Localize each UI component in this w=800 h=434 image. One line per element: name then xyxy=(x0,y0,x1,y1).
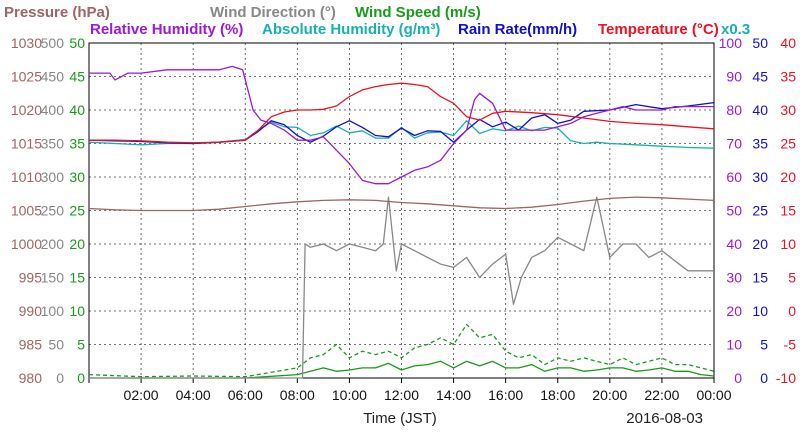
x-tick-label: 14:00 xyxy=(436,387,471,403)
y-tick-label: 985 xyxy=(19,337,43,353)
x-tick-label: 04:00 xyxy=(176,387,211,403)
series-group xyxy=(88,65,715,379)
y-tick-label: -5 xyxy=(784,337,797,353)
y-tick-label: 70 xyxy=(726,136,742,152)
y-tick-label: 1005 xyxy=(11,203,42,219)
y-tick-label: 100 xyxy=(719,35,743,51)
legend-item: Pressure (hPa) xyxy=(4,4,110,21)
y-tick-label: 1010 xyxy=(11,169,42,185)
y-tick-label: 0 xyxy=(788,303,796,319)
y-tick-label: 15 xyxy=(69,270,85,286)
date-label: 2016-08-03 xyxy=(626,410,703,427)
y-tick-label: 10 xyxy=(69,303,85,319)
y-tick-label: 15 xyxy=(780,203,796,219)
x-tick-label: 08:00 xyxy=(280,387,315,403)
y-tick-label: 30 xyxy=(752,169,768,185)
y-tick-label: 20 xyxy=(726,303,742,319)
y-tick-label: 500 xyxy=(41,35,65,51)
y-tick-label: 995 xyxy=(19,270,43,286)
y-tick-label: 250 xyxy=(41,203,65,219)
x-tick-label: 16:00 xyxy=(488,387,523,403)
x-tick-label: 06:00 xyxy=(228,387,263,403)
legend: Pressure (hPa) Wind Direction (°) Wind Spe… xyxy=(4,4,750,38)
y-tick-label: 90 xyxy=(726,69,742,85)
y-tick-label: 1020 xyxy=(11,102,42,118)
y-tick-label: 35 xyxy=(752,136,768,152)
x-tick-label: 22:00 xyxy=(644,387,679,403)
y-tick-label: 40 xyxy=(752,102,768,118)
y-tick-label: 0 xyxy=(77,370,85,386)
series-line xyxy=(88,323,715,378)
y-tick-label: 1030 xyxy=(11,35,42,51)
y-tick-label: 50 xyxy=(69,35,85,51)
y-tick-label: 980 xyxy=(19,370,43,386)
x-tick-label: 00:00 xyxy=(696,387,731,403)
y-tick-label: 50 xyxy=(752,35,768,51)
legend-item: x0.3 xyxy=(721,21,750,38)
y-tick-label: 10 xyxy=(726,337,742,353)
y-tick-label: 30 xyxy=(780,102,796,118)
legend-item: Wind Speed (m/s) xyxy=(355,4,481,21)
y-tick-label: 1000 xyxy=(11,236,42,252)
y-tick-label: 450 xyxy=(41,69,65,85)
axes: 1030102510201015101010051000995990985980… xyxy=(11,35,796,403)
y-tick-label: 80 xyxy=(726,102,742,118)
y-tick-label: -10 xyxy=(776,370,796,386)
y-tick-label: 400 xyxy=(41,102,65,118)
y-tick-label: 5 xyxy=(77,337,85,353)
y-tick-label: 20 xyxy=(752,236,768,252)
y-tick-label: 45 xyxy=(69,69,85,85)
y-tick-label: 1015 xyxy=(11,136,42,152)
series-line xyxy=(89,360,715,379)
y-tick-label: 990 xyxy=(19,303,43,319)
y-tick-label: 5 xyxy=(788,270,796,286)
legend-item: Rain Rate(mm/h) xyxy=(458,21,577,38)
x-tick-label: 20:00 xyxy=(592,387,627,403)
x-tick-label: 02:00 xyxy=(124,387,159,403)
y-tick-label: 25 xyxy=(69,203,85,219)
y-tick-label: 0 xyxy=(56,370,64,386)
y-tick-label: 350 xyxy=(41,136,65,152)
x-axis-label: Time (JST) xyxy=(363,410,437,427)
y-tick-label: 5 xyxy=(760,337,768,353)
y-tick-label: 300 xyxy=(41,169,65,185)
series-line xyxy=(89,65,714,185)
y-tick-label: 1025 xyxy=(11,69,42,85)
y-tick-label: 50 xyxy=(726,203,742,219)
y-tick-label: 20 xyxy=(69,236,85,252)
series-line xyxy=(89,82,715,144)
y-tick-label: 10 xyxy=(752,303,768,319)
x-tick-label: 18:00 xyxy=(540,387,575,403)
y-tick-label: 35 xyxy=(780,69,796,85)
y-tick-label: 15 xyxy=(752,270,768,286)
y-tick-label: 50 xyxy=(48,337,64,353)
y-tick-label: 60 xyxy=(726,169,742,185)
y-tick-label: 25 xyxy=(780,136,796,152)
series-line xyxy=(88,196,715,212)
y-tick-label: 30 xyxy=(726,270,742,286)
y-tick-label: 40 xyxy=(726,236,742,252)
series-line xyxy=(89,196,714,379)
x-tick-label: 12:00 xyxy=(384,387,419,403)
y-tick-label: 150 xyxy=(41,270,65,286)
legend-item: Temperature (°C) xyxy=(598,21,719,38)
legend-item: Absolute Humidity (g/m³) xyxy=(262,21,440,38)
y-tick-label: 0 xyxy=(760,370,768,386)
x-tick-label: 10:00 xyxy=(332,387,367,403)
y-tick-label: 30 xyxy=(69,169,85,185)
y-tick-label: 10 xyxy=(780,236,796,252)
y-tick-label: 45 xyxy=(752,69,768,85)
legend-item: Wind Direction (°) xyxy=(210,4,336,21)
y-tick-label: 25 xyxy=(752,203,768,219)
y-tick-label: 100 xyxy=(41,303,65,319)
y-tick-label: 0 xyxy=(734,370,742,386)
y-tick-label: 200 xyxy=(41,236,65,252)
y-tick-label: 35 xyxy=(69,136,85,152)
legend-item: Relative Humidity (%) xyxy=(90,21,243,38)
y-tick-label: 40 xyxy=(780,35,796,51)
y-tick-label: 40 xyxy=(69,102,85,118)
y-tick-label: 20 xyxy=(780,169,796,185)
